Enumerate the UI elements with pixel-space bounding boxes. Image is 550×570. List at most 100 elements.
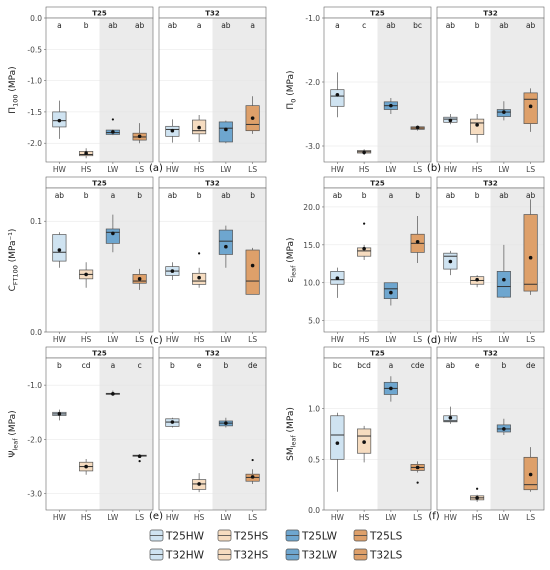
facet-shaded-region (377, 18, 431, 162)
panel-label: (d) (427, 335, 441, 346)
box-body (245, 249, 260, 295)
y-axis-label-subscript: 100 (12, 94, 20, 106)
mean-point (335, 276, 340, 280)
y-tick-label: 0.0 (308, 506, 320, 515)
x-tick-label: HS (194, 513, 205, 522)
mean-point (224, 244, 228, 249)
significance-letter: a (111, 361, 116, 370)
box-t32-hs: b HS (192, 191, 207, 344)
x-tick-label: HW (53, 513, 67, 522)
mean-point (250, 116, 255, 120)
mean-point (111, 130, 115, 134)
facet-shaded-region (377, 358, 431, 510)
mean-point (475, 123, 479, 127)
box-t25-hs: b HS (79, 191, 94, 344)
y-axis-label-subscript: leaf (290, 435, 298, 448)
legend-label: T25HW (165, 531, 205, 543)
x-tick-label: LW (220, 165, 231, 174)
y-axis-label: Π0 (MPa) (286, 70, 298, 109)
box-t32-lw: ab LW (218, 191, 233, 344)
mean-point (111, 231, 115, 236)
x-tick-label: HS (359, 513, 370, 522)
facet-strip-label: T32 (483, 10, 498, 18)
facet-border (45, 17, 154, 163)
significance-letter: ab (446, 191, 456, 200)
x-tick-label: HW (166, 335, 180, 344)
significance-letter: de (248, 361, 258, 370)
significance-letter: a (389, 361, 394, 370)
box-t32-hs: b HS (470, 21, 485, 174)
significance-letter: b (415, 191, 420, 200)
mean-point (448, 259, 453, 264)
y-axis-label-unit: (MPa) (8, 66, 18, 94)
facet-shaded-region (490, 18, 544, 162)
y-tick-label: 1.0 (308, 405, 320, 414)
significance-letter: bc (413, 21, 422, 30)
y-axis-label-unit: (MPa) (286, 407, 296, 435)
box-body (330, 415, 345, 460)
y-axis-label-base: Π (286, 103, 296, 110)
facet-strip-label: T32 (483, 180, 498, 188)
x-tick-label: HS (359, 335, 370, 344)
box-t25-hs: cd HS (79, 361, 94, 522)
significance-letter: b (475, 21, 480, 30)
box-t25-hw: a HW (330, 21, 345, 174)
box-body (523, 92, 538, 124)
y-axis-label-unit: (MPa) (286, 237, 296, 265)
y-tick-label: -1.0 (27, 77, 42, 86)
mean-point (224, 127, 228, 132)
significance-letter: ab (135, 21, 145, 30)
x-tick-label: HW (331, 165, 345, 174)
significance-letter: c (138, 361, 142, 370)
x-tick-label: HW (444, 513, 458, 522)
x-tick-label: LS (526, 513, 535, 522)
panel-label: (f) (428, 511, 439, 522)
mean-point (197, 125, 201, 130)
outlier-point (138, 460, 141, 463)
x-tick-label: LW (220, 513, 231, 522)
significance-letter: ab (386, 21, 396, 30)
box-t32-hw: ab HW (443, 191, 458, 344)
box-t25-lw: a LW (105, 361, 120, 522)
panel-a: Π100 (MPa)0.0-0.5-1.0-1.5-2.0T25aHWbHSab… (8, 6, 267, 174)
box-body (218, 121, 233, 143)
mean-point (111, 392, 115, 396)
facet-strip-label: T32 (205, 180, 220, 188)
y-tick-label: 0.0 (30, 14, 42, 23)
box-body (496, 271, 511, 298)
y-axis-label-base: SM (286, 447, 296, 460)
significance-letter: b (475, 191, 480, 200)
x-tick-label: LW (385, 165, 396, 174)
legend-item-t32hw: T32HW (149, 548, 205, 562)
mean-point (57, 118, 62, 123)
x-tick-label: LS (248, 513, 257, 522)
mean-point (415, 240, 420, 244)
y-tick-label: -1.0 (305, 14, 320, 23)
mean-point (197, 482, 201, 486)
significance-letter: ab (499, 21, 509, 30)
significance-letter: b (197, 191, 202, 200)
y-axis-label-base: ε (286, 278, 296, 283)
y-axis-label-subscript: 0 (290, 99, 298, 103)
x-tick-label: LW (498, 165, 509, 174)
box-t32-hs: b HS (470, 191, 485, 344)
x-tick-label: HW (444, 335, 458, 344)
outlier-point (476, 487, 479, 490)
facet-border (323, 357, 432, 511)
y-axis-label-unit: (MPa⁻¹) (8, 229, 18, 266)
box-t32-hs: e HS (192, 361, 207, 522)
facet-border (436, 187, 545, 333)
significance-letter: bc (333, 361, 342, 370)
x-tick-label: HS (194, 335, 205, 344)
box-t25-hs: b HS (357, 191, 372, 344)
box-t25-hs: c HS (357, 21, 372, 174)
legend-label: T32HS (233, 550, 269, 562)
y-axis-label-base: Ψ (8, 451, 18, 458)
mean-point (170, 269, 175, 273)
box-t25-ls: b LS (132, 191, 147, 344)
x-tick-label: LW (498, 335, 509, 344)
significance-letter: ab (168, 21, 178, 30)
significance-letter: ab (333, 191, 343, 200)
